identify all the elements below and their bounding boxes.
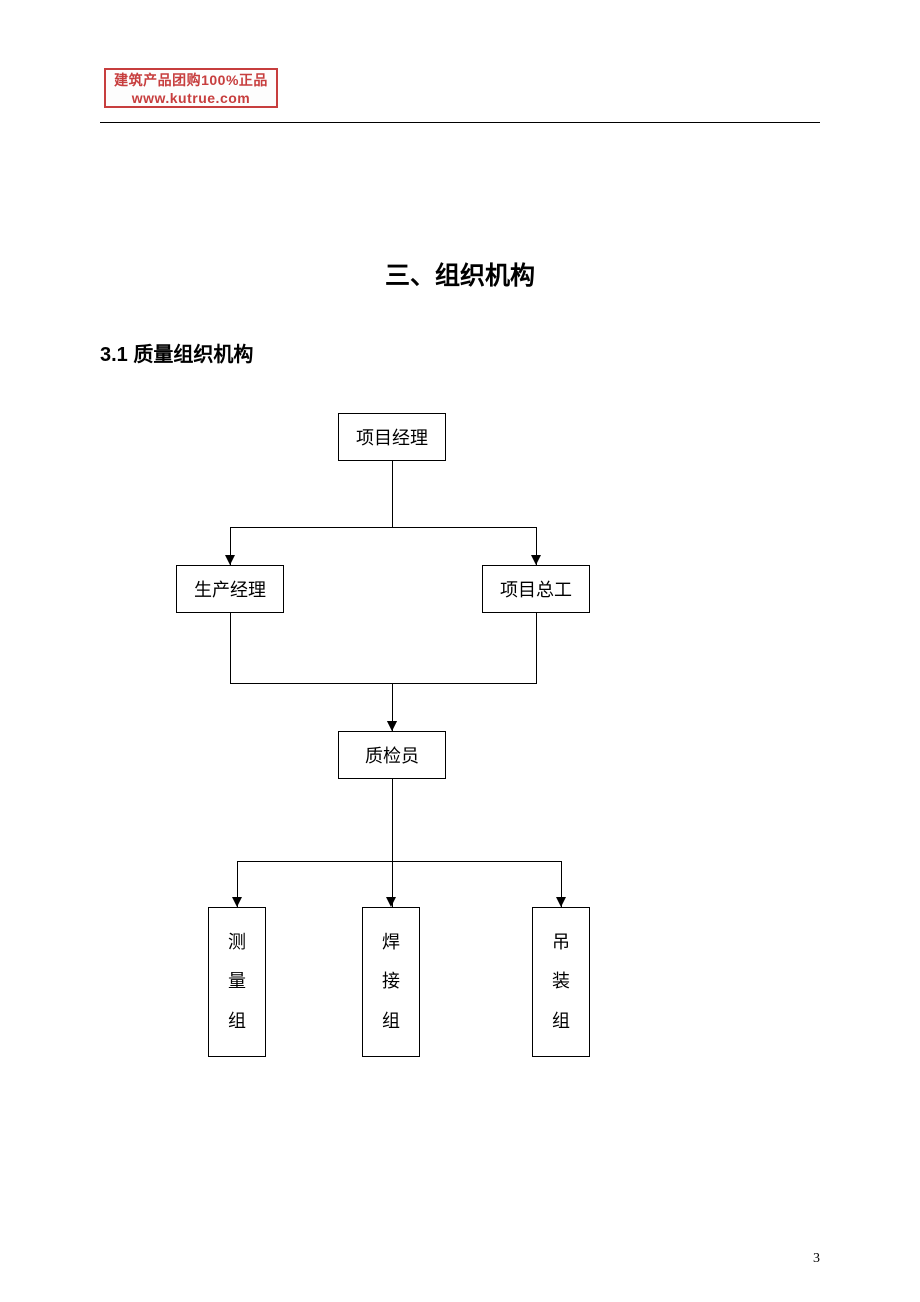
- stamp-text-line2: www.kutrue.com: [132, 90, 251, 106]
- flowchart-node-n3: 项目总工: [482, 565, 590, 613]
- section-title: 三、组织机构: [0, 256, 920, 292]
- page-number: 3: [813, 1251, 820, 1267]
- flowchart-edge-line: [230, 527, 393, 528]
- flowchart-edge-line: [392, 683, 537, 684]
- flowchart-arrow-icon: [531, 555, 541, 565]
- flowchart-edge-line: [392, 861, 562, 862]
- flowchart-arrow-icon: [225, 555, 235, 565]
- flowchart-edge-line: [230, 683, 393, 684]
- flowchart-node-n2: 生产经理: [176, 565, 284, 613]
- flowchart-arrow-icon: [386, 897, 396, 907]
- flowchart-edge-line: [230, 613, 231, 683]
- flowchart-node-n5: 测量组: [208, 907, 266, 1057]
- flowchart-edge-line: [237, 861, 393, 862]
- flowchart-edge-line: [392, 461, 393, 527]
- flowchart-node-n1: 项目经理: [338, 413, 446, 461]
- org-flowchart: 项目经理生产经理 项目总工质检员测量组 焊接组 吊装组: [100, 413, 820, 1083]
- flowchart-arrow-icon: [387, 721, 397, 731]
- flowchart-node-n6: 焊接组: [362, 907, 420, 1057]
- flowchart-node-n7: 吊装组: [532, 907, 590, 1057]
- header-divider: [100, 122, 820, 123]
- section-subtitle: 3.1 质量组织机构: [100, 338, 253, 367]
- flowchart-edge-line: [392, 779, 393, 907]
- flowchart-arrow-icon: [556, 897, 566, 907]
- flowchart-node-n4: 质检员: [338, 731, 446, 779]
- flowchart-edge-line: [392, 527, 537, 528]
- flowchart-arrow-icon: [232, 897, 242, 907]
- watermark-stamp: 建筑产品团购100%正品 www.kutrue.com: [104, 68, 278, 108]
- stamp-text-line1: 建筑产品团购100%正品: [114, 70, 268, 90]
- flowchart-edge-line: [536, 613, 537, 683]
